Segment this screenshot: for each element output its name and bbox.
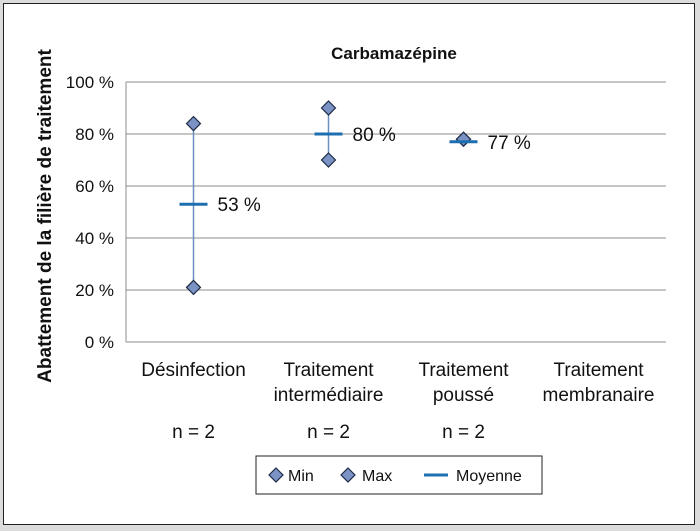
legend-max-marker	[340, 467, 356, 483]
sample-size-label: n = 2	[442, 422, 485, 443]
chart-frame: Abattement de la filière de traitement C…	[3, 3, 695, 525]
y-tick-label: 40 %	[75, 229, 114, 248]
legend-min-label: Min	[288, 468, 314, 485]
legend-min-marker	[268, 467, 284, 483]
x-axis-categories: Désinfection n = 2 Traitement intermédiaire…	[141, 360, 654, 443]
data-labels: 53 % 80 % 77 %	[218, 125, 531, 216]
mean-data-label: 77 %	[488, 133, 531, 154]
range-lines	[192, 108, 330, 288]
gridlines	[125, 81, 666, 343]
y-axis-ticks: 0 % 20 % 40 % 60 % 80 % 100 %	[66, 73, 114, 352]
mean-data-label: 80 %	[353, 125, 396, 146]
y-tick-label: 80 %	[75, 125, 114, 144]
mean-data-label: 53 %	[218, 195, 261, 216]
chart: Abattement de la filière de traitement C…	[35, 44, 666, 495]
chart-title: Carbamazépine	[331, 44, 457, 63]
sample-size-label: n = 2	[172, 422, 215, 443]
y-tick-label: 100 %	[66, 73, 114, 92]
category-label-line2: intermédiaire	[274, 385, 384, 406]
sample-size-label: n = 2	[307, 422, 350, 443]
category-label-line2: membranaire	[543, 385, 655, 406]
y-tick-label: 60 %	[75, 177, 114, 196]
max-point	[320, 100, 337, 116]
max-point	[185, 115, 202, 132]
legend: Min Max Moyenne	[255, 455, 543, 495]
category-label: Traitement	[553, 360, 644, 381]
legend-max-label: Max	[362, 468, 392, 485]
category-label: Traitement	[283, 360, 374, 381]
min-point	[185, 279, 202, 296]
y-axis-label: Abattement de la filière de traitement	[35, 49, 56, 383]
category-label: Traitement	[418, 360, 509, 381]
min-point	[320, 152, 337, 168]
legend-moyenne-label: Moyenne	[456, 468, 522, 485]
legend-box	[255, 455, 543, 495]
y-tick-label: 20 %	[75, 281, 114, 300]
data-points	[179, 100, 478, 296]
category-label-line2: poussé	[433, 385, 494, 406]
y-tick-label: 0 %	[85, 333, 114, 352]
category-label: Désinfection	[141, 360, 246, 381]
